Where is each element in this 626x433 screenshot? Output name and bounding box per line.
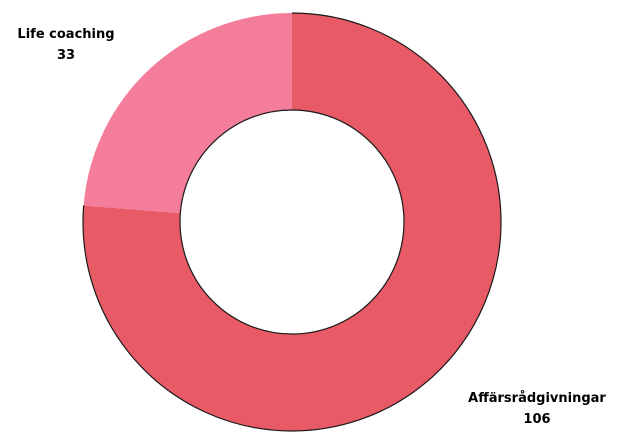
slice-life-coaching [83, 13, 292, 214]
slice-label-life-coaching-value: 33 [57, 48, 75, 63]
slice-label-affarsradgivningar-name: Affärsrådgivningar [468, 391, 606, 406]
slice-outline [82, 12, 502, 432]
donut-slices [82, 12, 502, 432]
slice-label-life-coaching-name: Life coaching [17, 27, 114, 42]
slice-labels: Life coaching 33 Affärsrådgivningar 106 [17, 27, 606, 427]
slice-label-affarsradgivningar-value: 106 [523, 412, 550, 427]
slice-aff-rsr-dgivningar [83, 13, 501, 432]
donut-hole-outline [179, 109, 405, 335]
